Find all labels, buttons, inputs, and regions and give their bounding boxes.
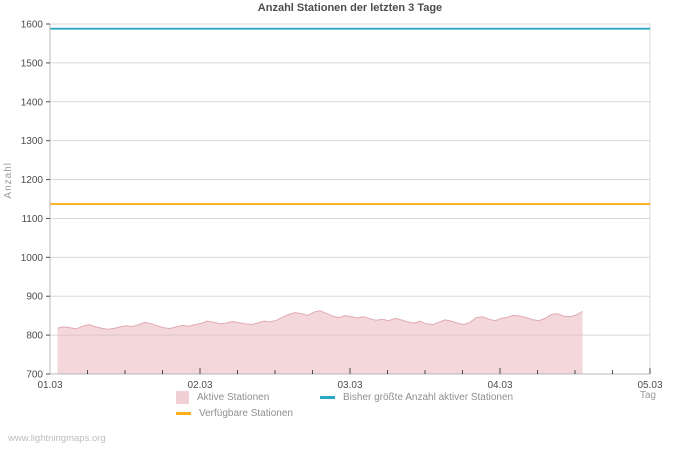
svg-text:05.03: 05.03: [637, 380, 662, 391]
legend-label-max-active-stations: Bisher größte Anzahl aktiver Stationen: [343, 392, 514, 403]
svg-text:1000: 1000: [21, 253, 44, 264]
legend-item-active-stations: Aktive Stationen: [176, 391, 320, 404]
svg-text:1200: 1200: [21, 175, 44, 186]
watermark-text: www.lightningmaps.org: [8, 433, 106, 444]
svg-text:02.03: 02.03: [187, 380, 212, 391]
legend-item-max-active-stations: Bisher größte Anzahl aktiver Stationen: [320, 391, 513, 404]
chart-title: Anzahl Stationen der letzten 3 Tage: [257, 2, 443, 14]
svg-text:900: 900: [26, 292, 43, 303]
svg-text:1400: 1400: [21, 97, 44, 108]
svg-text:1100: 1100: [21, 214, 43, 225]
svg-text:1300: 1300: [21, 136, 44, 147]
legend-item-available-stations: Verfügbare Stationen: [176, 408, 320, 419]
y-axis-label: Anzahl: [3, 162, 14, 199]
legend: Aktive Stationen Bisher größte Anzahl ak…: [176, 391, 513, 419]
svg-text:800: 800: [26, 331, 43, 342]
svg-text:1500: 1500: [21, 58, 44, 69]
max-active-stations-swatch: [320, 396, 335, 399]
svg-text:01.03: 01.03: [37, 380, 62, 391]
svg-text:03.03: 03.03: [337, 380, 362, 391]
available-stations-swatch: [176, 412, 191, 415]
x-axis-label: Tag: [639, 390, 656, 401]
svg-text:700: 700: [26, 370, 43, 381]
svg-text:1600: 1600: [21, 20, 44, 31]
active-stations-swatch: [176, 391, 189, 404]
chart-plot: 700 800 900 1000 1100 1200 1300 1400 1500 1600 01.…: [21, 20, 663, 392]
legend-label-available-stations: Verfügbare Stationen: [199, 408, 293, 419]
svg-text:04.03: 04.03: [487, 380, 512, 391]
legend-label-active-stations: Aktive Stationen: [197, 392, 270, 403]
